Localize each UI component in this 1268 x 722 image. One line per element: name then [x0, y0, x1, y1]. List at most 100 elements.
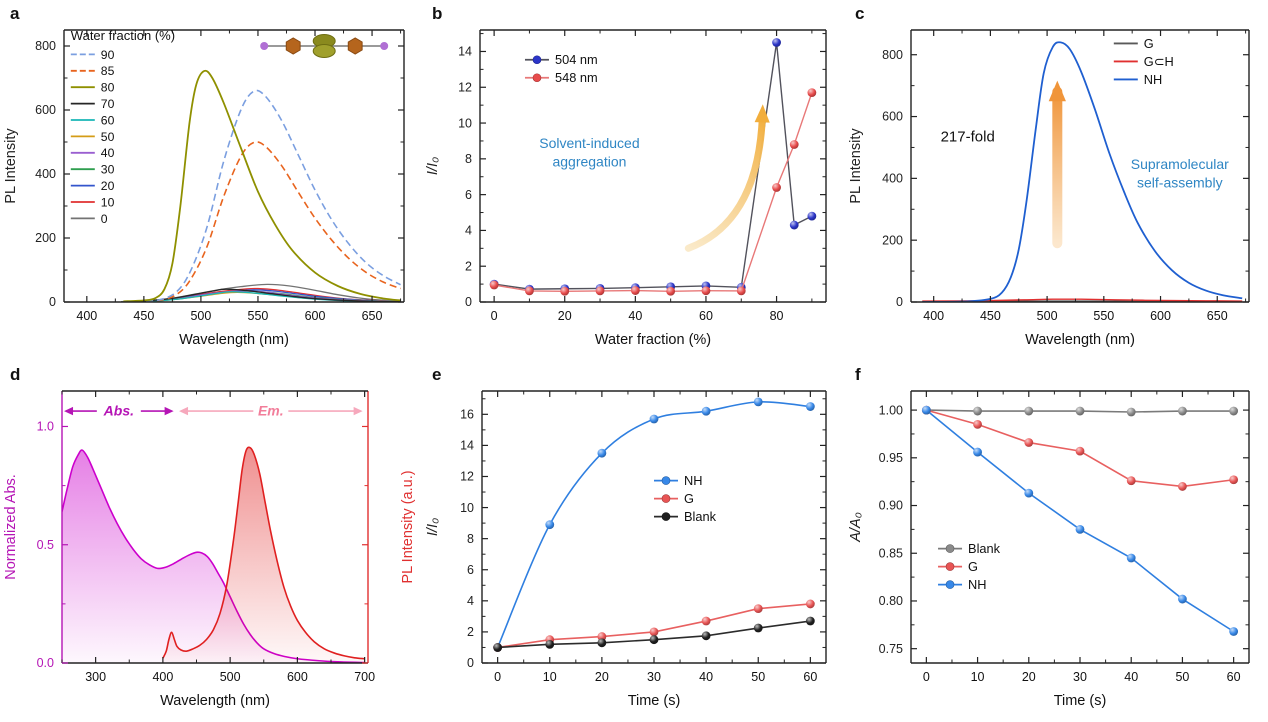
- chart-f: 0 10 20 30 40 50 60 0.75 0.80 0.85 0.90 0.95 1.00 Tim…: [848, 390, 1250, 709]
- svg-text:400: 400: [882, 172, 903, 186]
- series-70: [126, 288, 401, 302]
- svg-text:I/I₀: I/I₀: [425, 518, 441, 536]
- svg-text:6: 6: [467, 563, 474, 577]
- legend-c: G G⊂H NH: [1113, 36, 1174, 87]
- svg-text:80: 80: [101, 81, 115, 95]
- svg-text:8: 8: [467, 532, 474, 546]
- svg-text:10: 10: [458, 116, 472, 130]
- svg-text:aggregation: aggregation: [552, 153, 626, 169]
- panel-label-c: c: [855, 4, 865, 23]
- svg-text:200: 200: [35, 231, 56, 245]
- series-504 nm: [494, 42, 813, 290]
- svg-text:Blank: Blank: [968, 541, 1001, 556]
- panel-f: f 0 10 20 30 40 50 60 0.75 0.80 0.85 0.90 0.95 1.00 T…: [845, 361, 1268, 722]
- svg-text:700: 700: [354, 670, 375, 684]
- svg-text:40: 40: [1124, 670, 1138, 684]
- arrowhead-icon: [754, 104, 770, 123]
- svg-text:1.0: 1.0: [37, 420, 54, 434]
- svg-text:8: 8: [465, 152, 472, 166]
- svg-text:Time (s): Time (s): [1054, 693, 1107, 709]
- series-80: [123, 69, 401, 302]
- svg-text:0: 0: [494, 670, 501, 684]
- svg-text:Water fraction (%): Water fraction (%): [595, 332, 711, 348]
- panel-label-f: f: [855, 365, 861, 384]
- svg-text:2: 2: [467, 625, 474, 639]
- svg-text:NH: NH: [684, 473, 702, 488]
- svg-text:12: 12: [458, 80, 472, 94]
- panel-label-a: a: [10, 4, 20, 23]
- panel-label-e: e: [432, 365, 442, 384]
- panel-b: b 0 20 40 60 80 0 2 4 6 8 10 12 14 Water fraction (%)…: [422, 0, 845, 361]
- svg-text:Time (s): Time (s): [628, 693, 681, 709]
- svg-text:1.00: 1.00: [879, 403, 903, 417]
- plot-area-d: [62, 446, 365, 663]
- svg-text:Wavelength (nm): Wavelength (nm): [1025, 332, 1135, 348]
- svg-text:I/I₀: I/I₀: [425, 157, 441, 175]
- svg-text:550: 550: [1093, 309, 1114, 323]
- panel-d: d 300 400 500 600 700 0.0 0.5 1.0 Wavelength (nm…: [0, 361, 422, 722]
- svg-text:200: 200: [882, 233, 903, 247]
- plot-area-c: [922, 41, 1243, 302]
- svg-text:300: 300: [85, 670, 106, 684]
- series-NH: [925, 409, 1235, 633]
- svg-text:50: 50: [1175, 670, 1189, 684]
- panel-c: c 400 450 500 550 600 650 0 200 400 600 800 Wavelen…: [845, 0, 1268, 361]
- svg-text:50: 50: [101, 130, 115, 144]
- legend-a: Water fraction (%) 90 85 80 70 60 50 40 30 20 10 0: [70, 28, 175, 226]
- svg-text:Water fraction (%): Water fraction (%): [71, 28, 175, 43]
- svg-text:self-assembly: self-assembly: [1137, 174, 1223, 190]
- svg-text:G⊂H: G⊂H: [1144, 54, 1174, 69]
- svg-text:10: 10: [971, 670, 985, 684]
- svg-text:NH: NH: [968, 577, 986, 592]
- svg-text:A/A₀: A/A₀: [848, 512, 864, 542]
- svg-text:50: 50: [751, 670, 765, 684]
- chart-d: 300 400 500 600 700 0.0 0.5 1.0 Wavelength (nm) N…: [3, 390, 416, 709]
- svg-text:550: 550: [248, 309, 269, 323]
- svg-text:400: 400: [923, 309, 944, 323]
- svg-text:20: 20: [558, 309, 572, 323]
- svg-text:G: G: [1144, 36, 1154, 51]
- svg-text:4: 4: [465, 224, 472, 238]
- svg-text:548 nm: 548 nm: [555, 70, 598, 85]
- svg-text:60: 60: [699, 309, 713, 323]
- svg-text:800: 800: [882, 48, 903, 62]
- svg-text:Supramolecular: Supramolecular: [1131, 156, 1229, 172]
- svg-text:0.0: 0.0: [37, 656, 54, 670]
- svg-text:PL Intensity: PL Intensity: [3, 128, 19, 204]
- svg-text:14: 14: [458, 45, 472, 59]
- svg-text:450: 450: [980, 309, 1001, 323]
- svg-text:4: 4: [467, 594, 474, 608]
- svg-text:0: 0: [467, 656, 474, 670]
- svg-text:0: 0: [465, 295, 472, 309]
- svg-text:Wavelength (nm): Wavelength (nm): [179, 332, 289, 348]
- svg-text:650: 650: [1207, 309, 1228, 323]
- svg-text:12: 12: [460, 470, 474, 484]
- svg-text:0.90: 0.90: [879, 499, 903, 513]
- svg-text:NH: NH: [1144, 72, 1162, 87]
- svg-text:0: 0: [896, 295, 903, 309]
- chart-c: 400 450 500 550 600 650 0 200 400 600 800 Wavelengt…: [848, 29, 1250, 348]
- chart-b: 0 20 40 60 80 0 2 4 6 8 10 12 14 Water fraction (%) I/…: [425, 29, 827, 348]
- svg-text:0: 0: [491, 309, 498, 323]
- legend-e: NH G Blank: [654, 473, 717, 524]
- svg-text:Blank: Blank: [684, 509, 717, 524]
- svg-text:40: 40: [628, 309, 642, 323]
- svg-text:60: 60: [803, 670, 817, 684]
- svg-text:90: 90: [101, 48, 115, 62]
- chart-e: 0 10 20 30 40 50 60 0 2 4 6 8 10 12 14 16 Time (s) I/I₀ NH…: [425, 390, 827, 709]
- svg-text:800: 800: [35, 39, 56, 53]
- svg-text:G: G: [684, 491, 694, 506]
- svg-text:500: 500: [220, 670, 241, 684]
- svg-text:20: 20: [1022, 670, 1036, 684]
- svg-text:Em.: Em.: [258, 403, 284, 419]
- svg-text:40: 40: [101, 146, 115, 160]
- arrowhead-icon: [1048, 80, 1066, 102]
- svg-text:0.95: 0.95: [879, 451, 903, 465]
- svg-text:20: 20: [595, 670, 609, 684]
- legend-b: 504 nm 548 nm: [524, 52, 598, 85]
- svg-text:60: 60: [1227, 670, 1241, 684]
- svg-text:PL Intensity (a.u.): PL Intensity (a.u.): [400, 470, 416, 583]
- svg-text:10: 10: [460, 501, 474, 515]
- svg-text:30: 30: [101, 163, 115, 177]
